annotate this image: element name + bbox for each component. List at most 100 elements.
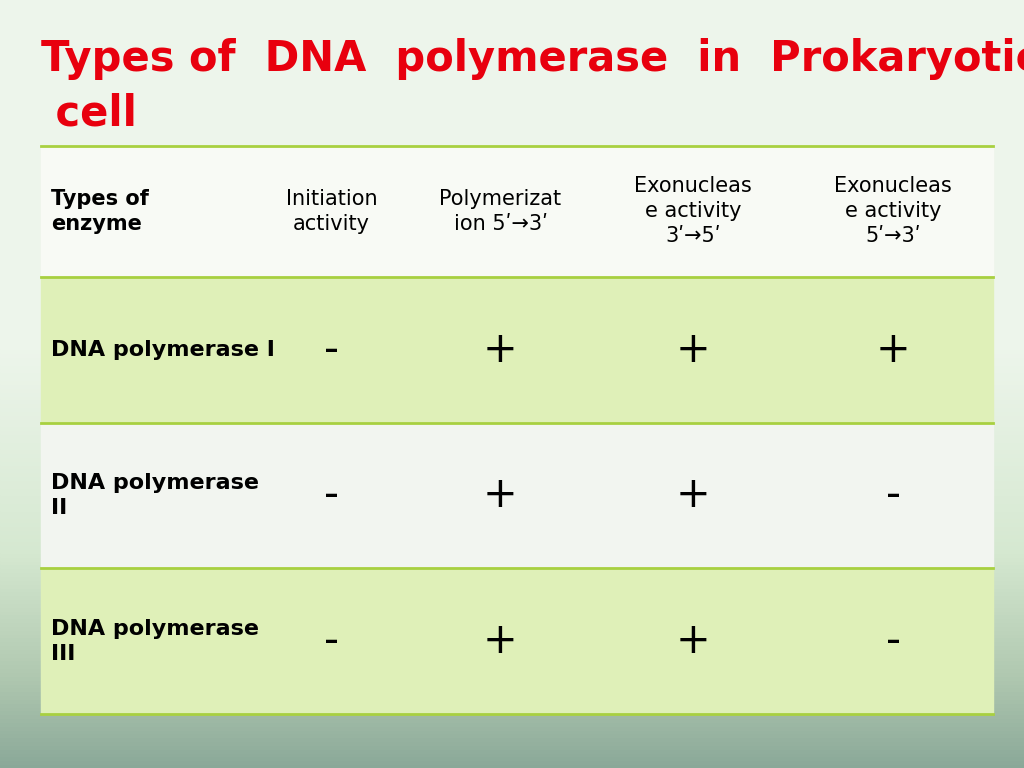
Bar [0,35,1024,38]
Bar [0,399,1024,403]
Bar [0,104,1024,108]
Bar [0,714,1024,718]
Bar [0,131,1024,134]
Bar [0,438,1024,442]
Bar [0,422,1024,426]
Bar [0,31,1024,35]
Bar [0,557,1024,561]
Bar [0,503,1024,507]
Bar [0,707,1024,710]
Bar [0,426,1024,430]
Bar [0,353,1024,357]
Bar [0,157,1024,161]
Bar [0,84,1024,88]
Bar [0,726,1024,730]
Bar [0,495,1024,499]
Bar [0,634,1024,637]
Bar [0,576,1024,580]
Bar [0,326,1024,330]
Bar [0,465,1024,468]
Text: -: - [324,621,339,662]
Bar [0,257,1024,261]
Bar [0,142,1024,146]
Bar [0,680,1024,684]
Bar [0,284,1024,288]
Bar [0,695,1024,699]
Bar [0,357,1024,361]
Bar [0,384,1024,388]
Bar [0,468,1024,472]
Bar [0,100,1024,104]
Bar [0,388,1024,392]
Bar [0,664,1024,668]
Bar [0,15,1024,19]
Bar [0,81,1024,84]
Bar [0,265,1024,269]
Bar [0,472,1024,476]
Bar [0,134,1024,138]
Bar [0,591,1024,595]
Bar [0,334,1024,338]
Bar [0,58,1024,61]
Bar [0,753,1024,756]
Bar [0,88,1024,92]
Text: cell: cell [41,92,137,134]
Bar [0,749,1024,753]
Bar [0,764,1024,768]
Bar [0,346,1024,349]
Text: -: - [886,621,901,662]
Bar [0,200,1024,204]
Bar [0,230,1024,234]
Text: +: + [676,475,711,516]
Bar [0,534,1024,538]
Bar [0,645,1024,649]
Bar [0,238,1024,242]
Bar [0,288,1024,292]
Bar [0,488,1024,492]
Bar [0,618,1024,622]
Bar [0,119,1024,123]
Bar [0,77,1024,81]
Bar [0,376,1024,380]
Bar [0,703,1024,707]
Bar [0,250,1024,253]
Bar [0,365,1024,369]
Text: DNA polymerase
III: DNA polymerase III [51,619,259,664]
Bar [0,691,1024,695]
Bar [0,342,1024,346]
Bar [0,108,1024,111]
Bar [0,19,1024,23]
Bar [0,684,1024,687]
Bar [0,307,1024,311]
Bar [0,722,1024,726]
Bar [0,0,1024,4]
Bar [0,653,1024,657]
Bar [0,192,1024,196]
Bar [0,411,1024,415]
Bar [0,419,1024,422]
Text: Types of
enzyme: Types of enzyme [51,189,150,233]
Bar [0,442,1024,445]
Bar [0,515,1024,518]
Bar [0,349,1024,353]
Bar [0,273,1024,276]
Bar [0,718,1024,722]
Bar [0,300,1024,303]
Bar [0,280,1024,284]
Bar [0,541,1024,545]
Bar [0,8,1024,12]
Bar [0,580,1024,584]
Text: +: + [676,329,711,371]
Bar [0,169,1024,173]
Bar [0,253,1024,257]
Bar [0,115,1024,119]
Bar [0,65,1024,69]
Bar [0,276,1024,280]
Bar [0,196,1024,200]
Bar [0,380,1024,384]
Bar [0,553,1024,557]
Text: +: + [483,621,518,662]
Bar [0,518,1024,522]
Bar [0,188,1024,192]
Bar [0,668,1024,672]
